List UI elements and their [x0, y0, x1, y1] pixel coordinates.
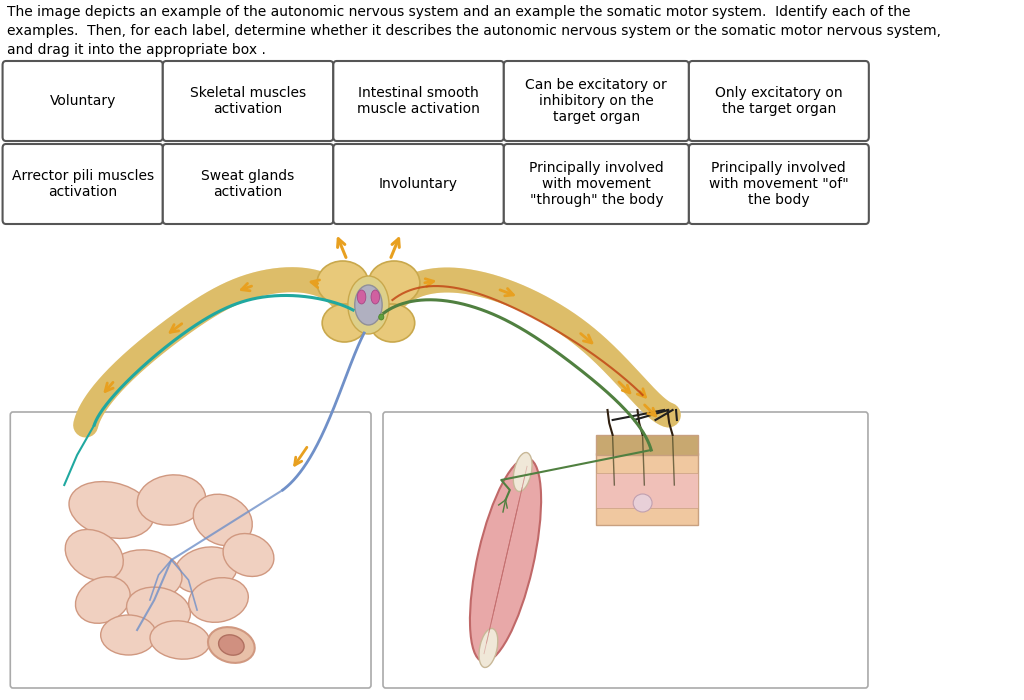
- Text: Principally involved
with movement "of"
the body: Principally involved with movement "of" …: [709, 161, 849, 207]
- Ellipse shape: [137, 475, 206, 525]
- Ellipse shape: [370, 304, 415, 342]
- Text: Only excitatory on
the target organ: Only excitatory on the target organ: [715, 86, 843, 116]
- FancyBboxPatch shape: [504, 144, 689, 224]
- Ellipse shape: [218, 635, 244, 655]
- FancyBboxPatch shape: [333, 144, 504, 224]
- Ellipse shape: [188, 578, 248, 622]
- Bar: [596, 473, 698, 508]
- Text: Sweat glands
activation: Sweat glands activation: [202, 169, 295, 199]
- Ellipse shape: [110, 550, 182, 600]
- Ellipse shape: [76, 577, 130, 623]
- Text: Skeletal muscles
activation: Skeletal muscles activation: [190, 86, 306, 116]
- FancyBboxPatch shape: [689, 144, 868, 224]
- Text: Involuntary: Involuntary: [379, 177, 458, 191]
- FancyBboxPatch shape: [3, 144, 163, 224]
- Text: Principally involved
with movement
"through" the body: Principally involved with movement "thro…: [529, 161, 664, 207]
- Ellipse shape: [100, 615, 157, 655]
- Ellipse shape: [369, 261, 420, 305]
- FancyBboxPatch shape: [3, 61, 163, 141]
- FancyBboxPatch shape: [163, 144, 333, 224]
- Text: Voluntary: Voluntary: [49, 94, 116, 108]
- Ellipse shape: [208, 627, 255, 663]
- Ellipse shape: [194, 494, 252, 546]
- Ellipse shape: [323, 304, 367, 342]
- Ellipse shape: [151, 621, 210, 659]
- FancyBboxPatch shape: [10, 412, 371, 688]
- Ellipse shape: [127, 587, 190, 633]
- Ellipse shape: [354, 285, 382, 325]
- FancyBboxPatch shape: [504, 61, 689, 141]
- Ellipse shape: [357, 290, 366, 304]
- Ellipse shape: [371, 290, 380, 304]
- Ellipse shape: [633, 494, 652, 512]
- Bar: [596, 435, 698, 455]
- Ellipse shape: [317, 261, 369, 305]
- Text: The image depicts an example of the autonomic nervous system and an example the : The image depicts an example of the auto…: [7, 5, 941, 57]
- Text: Can be excitatory or
inhibitory on the
target organ: Can be excitatory or inhibitory on the t…: [525, 78, 668, 124]
- Ellipse shape: [513, 452, 532, 491]
- Ellipse shape: [348, 276, 389, 334]
- Ellipse shape: [69, 482, 154, 538]
- Ellipse shape: [66, 529, 123, 580]
- FancyBboxPatch shape: [333, 61, 504, 141]
- Bar: [596, 453, 698, 525]
- Ellipse shape: [174, 547, 238, 593]
- Text: Arrector pili muscles
activation: Arrector pili muscles activation: [11, 169, 154, 199]
- Ellipse shape: [223, 533, 273, 577]
- FancyBboxPatch shape: [163, 61, 333, 141]
- FancyBboxPatch shape: [689, 61, 868, 141]
- Text: Intestinal smooth
muscle activation: Intestinal smooth muscle activation: [357, 86, 480, 116]
- Ellipse shape: [470, 458, 541, 662]
- FancyBboxPatch shape: [383, 412, 868, 688]
- Ellipse shape: [479, 629, 498, 668]
- Ellipse shape: [379, 314, 384, 320]
